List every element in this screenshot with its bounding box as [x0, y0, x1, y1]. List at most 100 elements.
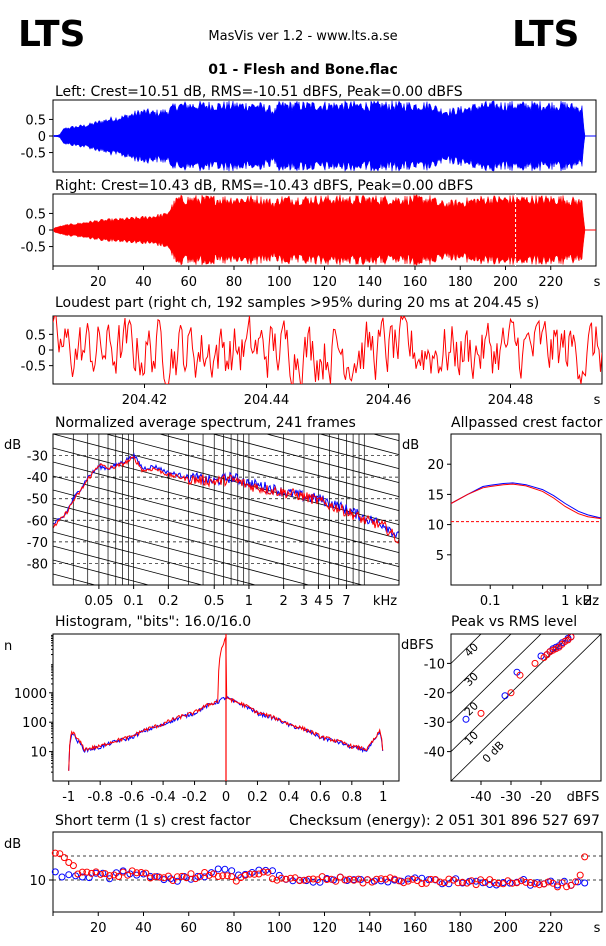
loudest-ylabel-0: 0.5 — [25, 328, 46, 343]
short-term-point-right — [576, 871, 584, 879]
peak-rms-ytick-label-0: -10 — [424, 657, 445, 672]
short-term-point-right — [106, 872, 114, 880]
peak-rms-ytick-label-1: -20 — [424, 687, 445, 702]
short-term-point-right — [115, 873, 123, 880]
short-term-point-left — [221, 865, 229, 873]
allpass-ytick-label-1: 15 — [427, 488, 444, 503]
histogram-xtick-label-0: -1 — [62, 790, 75, 805]
short-term-point-right — [409, 875, 417, 883]
time-unit-label: s — [594, 275, 601, 290]
short-term-point-left — [506, 879, 514, 887]
short-term-point-right — [400, 879, 408, 887]
time-tick-label-5: 120 — [312, 275, 337, 290]
spectrum-frame — [52, 433, 400, 586]
histogram-xtick-label-6: 0.2 — [247, 790, 268, 805]
short-term-point-right — [391, 875, 399, 883]
short-term-point-right — [160, 874, 168, 882]
spectrum-xtick-label-1: 0.1 — [123, 594, 144, 609]
short-term-ytick-label-0: 10 — [29, 874, 46, 889]
short-term-point-right — [83, 868, 91, 876]
histogram-xtick-label-9: 0.8 — [341, 790, 362, 805]
peak-rms-diagonal-4 — [451, 634, 601, 781]
short-term-point-right — [522, 878, 530, 886]
loudest-xtick-label-0: 204.42 — [122, 393, 168, 408]
short-term-point-right — [386, 874, 394, 882]
short-term-point-right — [540, 880, 548, 888]
short-term-point-right — [101, 870, 109, 878]
short-term-point-right — [110, 871, 118, 879]
wave-ylabel-1-1: 0 — [38, 224, 46, 239]
allpass-xtick-label-2: 2 — [584, 594, 592, 609]
spectrum-slope — [53, 517, 311, 585]
peak-rms-xtick-label-1: -30 — [500, 790, 521, 805]
spectrum-ytick-label-2: -50 — [27, 493, 48, 508]
loudest-xtick-label-1: 204.44 — [244, 393, 290, 408]
short-term-crest-title: Short term (1 s) crest factor — [55, 813, 251, 829]
right-waveform-title: Right: Crest=10.43 dB, RMS=-10.43 dBFS, … — [55, 178, 473, 194]
peak-rms-point-left — [501, 692, 509, 700]
short-term-point-left — [574, 878, 582, 886]
peak-rms-xtick-label-0: -40 — [470, 790, 491, 805]
peak-rms-point-right — [567, 634, 575, 641]
short-term-point-right — [241, 871, 249, 879]
short-term-point-right — [345, 875, 353, 883]
loudest-unit-label: s — [594, 393, 601, 408]
loudest-ylabel-2: -0.5 — [21, 360, 46, 375]
loudest-part-frame — [52, 315, 603, 385]
short-term-point-left — [425, 876, 433, 884]
short-term-point-right — [264, 868, 272, 876]
short-term-point-right — [517, 877, 525, 885]
short-term-point-right — [196, 872, 204, 880]
short-term-point-left — [72, 872, 80, 880]
app-title: MasVis ver 1.2 - www.lts.a.se — [208, 29, 397, 44]
peak-rms-diag-label-4: 0 dB — [480, 739, 507, 766]
histogram-ytick-label-2: 10 — [30, 746, 47, 761]
short-term-point-right — [350, 876, 358, 884]
peak-rms-diagonal-3 — [451, 634, 572, 752]
allpass-ytick-label-0: 20 — [427, 458, 444, 473]
short-term-xtick-label-3: 80 — [226, 921, 243, 936]
short-term-point-left — [377, 877, 385, 885]
short-term-point-right — [269, 875, 276, 883]
short-term-point-right — [164, 872, 172, 880]
short-term-xtick-label-8: 180 — [448, 921, 473, 936]
allpass-crest-title: Allpassed crest factor — [451, 415, 603, 431]
short-term-point-left — [472, 877, 480, 885]
short-term-point-left — [445, 880, 453, 888]
time-tick-label-3: 80 — [226, 275, 243, 290]
histogram-xtick-label-7: 0.4 — [279, 790, 300, 805]
histogram-xtick-label-3: -0.4 — [150, 790, 175, 805]
short-term-point-left — [112, 869, 120, 877]
short-term-point-right — [404, 877, 412, 885]
short-term-point-right — [323, 876, 331, 883]
spectrum-slope — [318, 434, 399, 456]
time-tick-label-10: 220 — [538, 275, 563, 290]
time-tick-label-7: 160 — [403, 275, 428, 290]
short-term-point-right — [373, 875, 380, 883]
allpass-xtick-label-1: 1 — [561, 594, 569, 609]
spectrum-slope — [211, 434, 399, 484]
short-term-point-left — [269, 867, 276, 875]
short-term-point-left — [228, 867, 236, 875]
peak-rms-diag-label-3: 10 — [462, 729, 481, 748]
peak-rms-diagonal-0 — [451, 634, 482, 664]
spectrum-slope — [53, 559, 150, 585]
peak-rms-title: Peak vs RMS level — [451, 614, 577, 630]
short-term-point-left — [404, 875, 412, 883]
short-term-point-right — [535, 881, 543, 889]
short-term-point-right — [526, 879, 534, 886]
short-term-point-right — [359, 879, 367, 887]
short-term-point-right — [354, 875, 362, 883]
short-term-point-right — [445, 875, 453, 883]
spectrum-slope — [265, 434, 399, 470]
short-term-point-right — [88, 869, 95, 877]
short-term-point-left — [65, 871, 73, 879]
time-tick-label-9: 200 — [493, 275, 518, 290]
peak-rms-unit-label: dBFS — [567, 790, 600, 805]
short-term-point-right — [454, 879, 462, 887]
spectrum-ytick-label-3: -60 — [27, 514, 48, 529]
short-term-point-right — [246, 870, 254, 878]
short-term-point-right — [341, 876, 349, 884]
loudest-xtick-label-3: 204.48 — [488, 393, 534, 408]
histogram-xtick-label-5: 0 — [222, 790, 230, 805]
